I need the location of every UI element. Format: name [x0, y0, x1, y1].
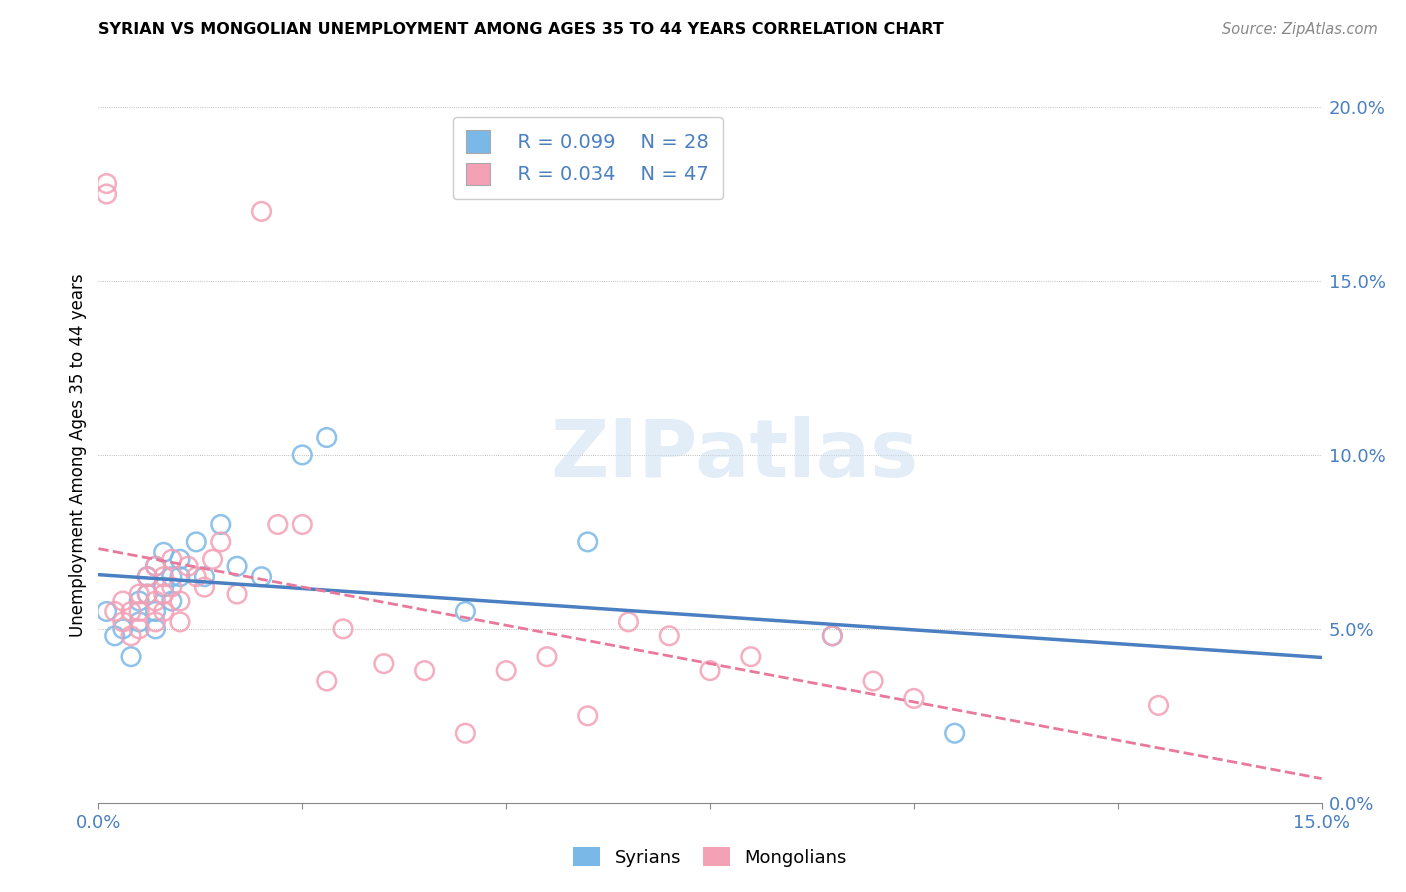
- Point: [250, 570, 273, 584]
- Point: [160, 580, 183, 594]
- Point: [169, 615, 191, 629]
- Point: [169, 570, 191, 584]
- Point: [193, 580, 215, 594]
- Point: [136, 570, 159, 584]
- Point: [576, 708, 599, 723]
- Point: [250, 204, 273, 219]
- Point: [226, 559, 249, 574]
- Point: [1147, 698, 1170, 713]
- Point: [145, 615, 167, 629]
- Point: [160, 552, 183, 566]
- Point: [699, 664, 721, 678]
- Point: [413, 664, 436, 678]
- Point: [120, 605, 142, 619]
- Point: [120, 629, 142, 643]
- Point: [152, 580, 174, 594]
- Point: [128, 594, 150, 608]
- Point: [120, 649, 142, 664]
- Point: [454, 726, 477, 740]
- Point: [186, 570, 208, 584]
- Point: [160, 570, 183, 584]
- Point: [136, 570, 159, 584]
- Point: [315, 431, 337, 445]
- Point: [152, 545, 174, 559]
- Point: [128, 622, 150, 636]
- Point: [111, 615, 134, 629]
- Point: [169, 552, 191, 566]
- Point: [226, 587, 249, 601]
- Point: [315, 674, 337, 689]
- Point: [209, 517, 232, 532]
- Point: [209, 534, 232, 549]
- Point: [136, 587, 159, 601]
- Point: [177, 559, 200, 574]
- Point: [821, 629, 844, 643]
- Point: [145, 559, 167, 574]
- Y-axis label: Unemployment Among Ages 35 to 44 years: Unemployment Among Ages 35 to 44 years: [69, 273, 87, 637]
- Legend: Syrians, Mongolians: Syrians, Mongolians: [567, 840, 853, 874]
- Point: [152, 570, 174, 584]
- Point: [193, 570, 215, 584]
- Point: [128, 587, 150, 601]
- Point: [111, 622, 134, 636]
- Point: [104, 629, 127, 643]
- Text: Source: ZipAtlas.com: Source: ZipAtlas.com: [1222, 22, 1378, 37]
- Point: [495, 664, 517, 678]
- Point: [96, 187, 118, 202]
- Point: [740, 649, 762, 664]
- Point: [536, 649, 558, 664]
- Point: [201, 552, 224, 566]
- Point: [145, 622, 167, 636]
- Point: [943, 726, 966, 740]
- Point: [128, 615, 150, 629]
- Point: [267, 517, 290, 532]
- Point: [186, 534, 208, 549]
- Point: [128, 605, 150, 619]
- Point: [152, 605, 174, 619]
- Point: [145, 559, 167, 574]
- Point: [136, 587, 159, 601]
- Text: SYRIAN VS MONGOLIAN UNEMPLOYMENT AMONG AGES 35 TO 44 YEARS CORRELATION CHART: SYRIAN VS MONGOLIAN UNEMPLOYMENT AMONG A…: [98, 22, 945, 37]
- Point: [152, 587, 174, 601]
- Point: [104, 605, 127, 619]
- Point: [821, 629, 844, 643]
- Point: [658, 629, 681, 643]
- Point: [576, 534, 599, 549]
- Point: [291, 448, 314, 462]
- Point: [454, 605, 477, 619]
- Point: [96, 605, 118, 619]
- Point: [862, 674, 884, 689]
- Point: [160, 594, 183, 608]
- Point: [903, 691, 925, 706]
- Point: [145, 594, 167, 608]
- Point: [373, 657, 395, 671]
- Point: [111, 594, 134, 608]
- Point: [617, 615, 640, 629]
- Point: [145, 605, 167, 619]
- Point: [96, 177, 118, 191]
- Point: [332, 622, 354, 636]
- Point: [291, 517, 314, 532]
- Point: [169, 594, 191, 608]
- Text: ZIPatlas: ZIPatlas: [550, 416, 918, 494]
